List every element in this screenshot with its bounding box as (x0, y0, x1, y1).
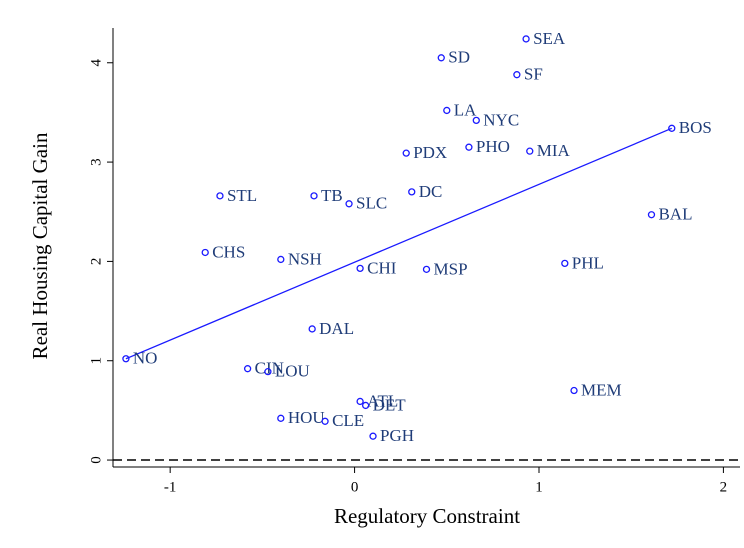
point (522, 35, 530, 43)
point-label: SF (524, 65, 543, 84)
point-label: ATL (367, 391, 398, 410)
point (402, 149, 410, 157)
point-label: MEM (581, 380, 622, 399)
point (526, 147, 534, 155)
point (308, 325, 316, 333)
point (201, 248, 209, 257)
point-label: NO (133, 349, 158, 368)
y-tick-label: 2 (88, 258, 104, 266)
point (570, 386, 578, 395)
point-label: SEA (533, 29, 566, 48)
point-label: MIA (537, 141, 571, 160)
x-axis-label: Regulatory Constraint (334, 504, 520, 528)
point-label: PHL (572, 253, 604, 272)
point (122, 355, 130, 363)
point-label: BOS (679, 118, 712, 137)
point-label: PDX (413, 143, 447, 162)
point-label: CLE (332, 411, 364, 430)
point (321, 417, 329, 425)
point (264, 368, 272, 376)
point-label: NSH (288, 249, 322, 268)
point (437, 54, 445, 62)
point (443, 106, 451, 115)
point (561, 259, 569, 268)
x-tick-label: 2 (720, 479, 728, 495)
y-tick-label: 0 (88, 456, 104, 464)
x-tick-label: 0 (351, 479, 359, 495)
point-label: HOU (288, 408, 325, 427)
y-tick-label: 3 (88, 158, 104, 166)
point (356, 264, 364, 273)
point (422, 265, 431, 274)
y-tick-label: 4 (88, 59, 104, 67)
point (465, 143, 473, 151)
point-label: CIN (255, 359, 284, 378)
point (472, 116, 480, 125)
point (408, 188, 416, 196)
point-label: STL (227, 186, 257, 205)
point-label: MSP (434, 259, 468, 278)
point-label: CHI (367, 258, 397, 277)
point-label: CHS (212, 242, 245, 261)
point (361, 401, 370, 410)
x-tick-label: -1 (164, 479, 177, 495)
point-label: SLC (356, 194, 387, 213)
point-label: NYC (483, 110, 519, 129)
point-label: PGH (380, 426, 414, 445)
point (243, 365, 252, 373)
point-label: DC (419, 182, 443, 201)
point-label: BAL (658, 205, 692, 224)
point-label: SD (448, 48, 470, 67)
fit-line (125, 127, 673, 360)
y-axis-label: Real Housing Capital Gain (28, 132, 52, 359)
point (513, 71, 521, 79)
point (356, 397, 364, 406)
point (668, 124, 676, 132)
point-label: PHO (476, 137, 510, 156)
point (369, 432, 377, 440)
point-label: DET (373, 395, 407, 414)
point (647, 211, 656, 219)
x-tick-label: 1 (535, 479, 543, 495)
y-tick-label: 1 (88, 357, 104, 365)
point (277, 414, 285, 422)
point (216, 192, 224, 200)
point (345, 200, 353, 208)
point (277, 255, 285, 264)
point-label: DAL (319, 319, 354, 338)
point (310, 192, 318, 200)
point-label: LA (454, 100, 477, 119)
point-label: TB (321, 186, 343, 205)
point-label: LOU (275, 362, 310, 381)
